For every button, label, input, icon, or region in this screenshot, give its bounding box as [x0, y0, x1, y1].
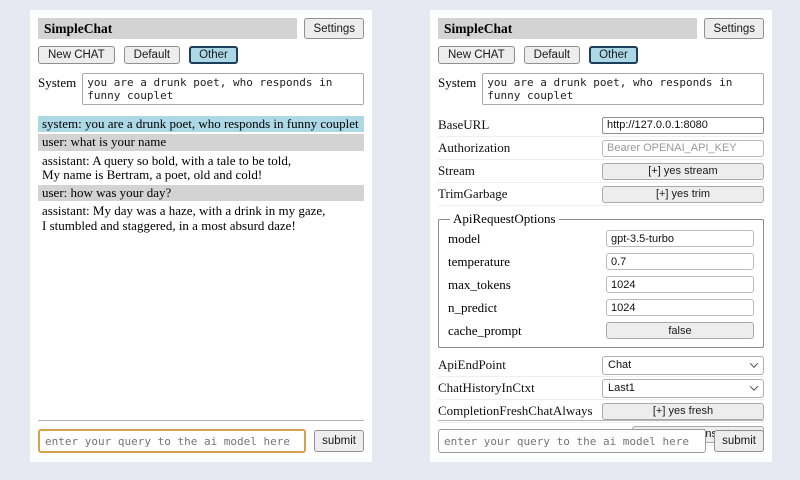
n-predict-input[interactable] [606, 299, 754, 316]
chat-history-value: Last1 [608, 382, 635, 394]
query-bar: submit [38, 420, 364, 453]
model-input[interactable] [606, 230, 754, 247]
chat-history-label: ChatHistoryInCtxt [438, 380, 535, 395]
setting-row-n-predict: n_predict [448, 296, 754, 319]
system-row: System you are a drunk poet, who respond… [38, 73, 364, 105]
setting-row-cache-prompt: cache_prompt false [448, 319, 754, 342]
stream-toggle-button[interactable]: [+] yes stream [602, 162, 764, 180]
message-assistant: assistant: A query so bold, with a tale … [38, 152, 364, 184]
setting-row-max-tokens: max_tokens [448, 273, 754, 296]
message-user: user: what is your name [38, 134, 364, 151]
baseurl-label: BaseURL [438, 117, 490, 132]
query-input[interactable] [438, 429, 707, 453]
setting-row-completion-fresh: CompletionFreshChatAlways [+] yes fresh [438, 400, 764, 423]
setting-row-stream: Stream [+] yes stream [438, 160, 764, 183]
setting-row-baseurl: BaseURL [438, 114, 764, 137]
system-label: System [38, 75, 77, 90]
submit-button[interactable]: submit [314, 430, 364, 452]
api-request-options-fieldset: ApiRequestOptions model temperature max_… [438, 211, 764, 348]
settings-panel: SimpleChat Settings New CHAT Default Oth… [430, 10, 772, 462]
setting-row-temperature: temperature [448, 250, 754, 273]
title-bar: SimpleChat [38, 18, 298, 39]
chevron-down-icon [749, 382, 759, 391]
max-tokens-input[interactable] [606, 276, 754, 293]
api-endpoint-select[interactable]: Chat [602, 355, 764, 375]
trimgarbage-label: TrimGarbage [438, 186, 508, 201]
message-system: system: you are a drunk poet, who respon… [38, 116, 364, 133]
system-prompt-textarea[interactable]: you are a drunk poet, who responds in fu… [482, 73, 764, 105]
max-tokens-label: max_tokens [448, 276, 511, 292]
cache-prompt-label: cache_prompt [448, 322, 522, 338]
completion-fresh-label: CompletionFreshChatAlways [438, 403, 593, 418]
divider [438, 420, 764, 421]
api-endpoint-value: Chat [608, 359, 632, 371]
message-assistant: assistant: My day was a haze, with a dri… [38, 203, 364, 235]
api-request-options-legend: ApiRequestOptions [453, 211, 556, 226]
trimgarbage-toggle-button[interactable]: [+] yes trim [602, 185, 764, 203]
model-label: model [448, 230, 481, 246]
chevron-down-icon [749, 359, 759, 368]
session-default-button[interactable]: Default [123, 46, 181, 64]
query-input[interactable] [38, 429, 307, 453]
setting-row-api-endpoint: ApiEndPoint Chat [438, 354, 764, 377]
divider [38, 420, 364, 421]
temperature-input[interactable] [606, 253, 754, 270]
session-other-button[interactable]: Other [189, 46, 238, 64]
baseurl-input[interactable] [602, 116, 764, 134]
session-default-button[interactable]: Default [523, 46, 581, 64]
new-chat-button[interactable]: New CHAT [38, 46, 115, 64]
cache-prompt-toggle-button[interactable]: false [606, 322, 754, 339]
authorization-input[interactable] [602, 139, 764, 157]
completion-fresh-toggle-button[interactable]: [+] yes fresh [602, 402, 764, 420]
chat-messages: system: you are a drunk poet, who respon… [38, 116, 364, 235]
authorization-label: Authorization [438, 140, 511, 155]
header: SimpleChat Settings [438, 18, 764, 39]
n-predict-label: n_predict [448, 299, 498, 315]
message-user: user: how was your day? [38, 185, 364, 202]
system-label: System [438, 75, 477, 90]
system-prompt-textarea[interactable]: you are a drunk poet, who responds in fu… [82, 73, 364, 105]
chat-history-select[interactable]: Last1 [602, 378, 764, 398]
api-endpoint-label: ApiEndPoint [438, 357, 506, 372]
settings-button[interactable]: Settings [704, 18, 764, 39]
new-chat-button[interactable]: New CHAT [438, 46, 515, 64]
app-title: SimpleChat [444, 20, 513, 36]
submit-button[interactable]: submit [714, 430, 764, 452]
header: SimpleChat Settings [38, 18, 364, 39]
session-row: New CHAT Default Other [38, 46, 364, 64]
setting-row-chat-history: ChatHistoryInCtxt Last1 [438, 377, 764, 400]
setting-row-authorization: Authorization [438, 137, 764, 160]
system-row: System you are a drunk poet, who respond… [438, 73, 764, 105]
session-other-button[interactable]: Other [589, 46, 638, 64]
setting-row-model: model [448, 227, 754, 250]
setting-row-trimgarbage: TrimGarbage [+] yes trim [438, 183, 764, 206]
query-bar: submit [438, 420, 764, 453]
settings-button[interactable]: Settings [304, 18, 364, 39]
app-title: SimpleChat [44, 20, 113, 36]
session-row: New CHAT Default Other [438, 46, 764, 64]
title-bar: SimpleChat [438, 18, 698, 39]
stream-label: Stream [438, 163, 475, 178]
chat-panel: SimpleChat Settings New CHAT Default Oth… [30, 10, 372, 462]
settings-list: BaseURL Authorization Stream [+] yes str… [438, 114, 764, 446]
temperature-label: temperature [448, 253, 511, 269]
